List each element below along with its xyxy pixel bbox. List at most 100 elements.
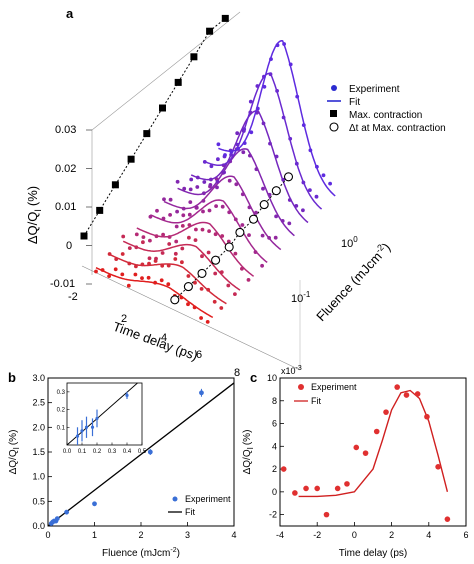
- experiment-point: [403, 392, 410, 398]
- experiment-point: [294, 204, 299, 208]
- y-tick-label: 0.0: [32, 521, 45, 531]
- experiment-point: [193, 238, 198, 243]
- x-tick-label: 0: [352, 530, 357, 540]
- experiment-point: [147, 449, 153, 455]
- legend-label: Max. contraction: [349, 110, 422, 121]
- experiment-point: [280, 219, 285, 223]
- experiment-point: [114, 257, 119, 261]
- experiment-point: [267, 236, 271, 240]
- back-grid: [86, 129, 92, 285]
- experiment-point: [215, 185, 219, 190]
- experiment-point: [199, 287, 204, 291]
- y-tick-label: 1.5: [32, 447, 45, 457]
- experiment-point: [288, 136, 293, 141]
- max-contraction-point: [127, 155, 135, 163]
- y-axis: 0.03 0.02 0.01 0 -0.01: [50, 124, 76, 290]
- panel-c: c -4 -2 0 2 4 6 -2 0 2 4 6 8 10 x10-3 ΔQ/QI(%) Time …: [242, 365, 469, 559]
- experiment-point: [233, 217, 238, 222]
- delta-t-point: [283, 172, 294, 182]
- experiment-point: [205, 320, 210, 324]
- experiment-point: [234, 182, 239, 187]
- experiment-point: [167, 242, 172, 246]
- experiment-point: [180, 260, 184, 265]
- x-axis-label: Time delay (ps): [339, 548, 408, 559]
- experiment-point: [220, 234, 225, 238]
- axis-multiplier: x10-3: [281, 365, 302, 376]
- inset-y-tick-label: 0.1: [57, 425, 66, 431]
- experiment-point: [195, 185, 200, 189]
- experiment-point: [188, 200, 193, 205]
- experiment-point: [242, 127, 247, 132]
- experiment-point: [334, 485, 341, 492]
- experiment-point: [254, 167, 259, 172]
- experiment-point: [275, 43, 280, 48]
- experiment-point: [274, 154, 279, 159]
- experiment-point: [188, 187, 193, 192]
- y-tick-label: 0: [272, 487, 277, 497]
- x-tick-label: 2: [121, 313, 127, 325]
- experiment-point: [227, 178, 232, 183]
- experiment-point: [160, 263, 165, 268]
- legend-label: Experiment: [311, 382, 357, 392]
- experiment-point: [219, 306, 224, 310]
- x-tick-label: 3: [185, 530, 190, 540]
- experiment-point: [273, 235, 278, 240]
- fit-curve: [177, 148, 295, 237]
- experiment-point: [444, 516, 451, 522]
- experiment-point: [133, 272, 138, 277]
- experiment-point: [148, 238, 152, 243]
- experiment-point: [344, 481, 350, 487]
- inset-x-tick-label: 0.3: [108, 449, 117, 455]
- legend-label: Δt at Max. contraction: [349, 123, 446, 134]
- experiment-point: [229, 149, 234, 154]
- experiment-point: [223, 153, 227, 157]
- experiment-point: [301, 123, 306, 127]
- y-tick-label: 3.0: [32, 373, 45, 383]
- back-wall-edge: [91, 11, 241, 131]
- y-tick-label: 2: [272, 464, 277, 474]
- experiment-point: [301, 208, 305, 213]
- y-tick-label: 0: [66, 240, 72, 252]
- fit-line: [47, 382, 235, 527]
- x-tick-label: -2: [68, 291, 78, 303]
- experiment-point: [202, 180, 207, 184]
- experiment-point: [414, 391, 421, 397]
- inset-x-tick-label: 0.5: [138, 449, 147, 455]
- experiment-point: [216, 157, 220, 162]
- experiment-point: [174, 224, 179, 229]
- legend: Experiment Fit Max. contraction Δt at Ma…: [327, 84, 446, 134]
- experiment-point: [202, 191, 206, 196]
- experiment-point: [246, 278, 251, 282]
- experiment-point: [166, 282, 171, 287]
- x-axis: -2 2 4 6 8: [68, 291, 240, 379]
- experiment-point: [321, 173, 326, 178]
- experiment-point: [193, 280, 197, 285]
- experiment-point: [159, 278, 164, 283]
- experiment-point: [113, 267, 118, 272]
- experiment-point: [314, 485, 321, 492]
- experiment-point: [261, 121, 266, 126]
- main-data: [280, 384, 451, 522]
- z-axis-label: Fluence (mJcm-2): [312, 239, 393, 324]
- experiment-point: [254, 210, 258, 215]
- experiment-point: [200, 227, 205, 232]
- x-tick-label: 2: [389, 530, 394, 540]
- inset-y-tick-label: 0.3: [57, 390, 66, 396]
- z-tick-label: 100: [341, 235, 358, 250]
- max-contraction-series: [80, 14, 294, 305]
- delta-t-line: [174, 176, 289, 301]
- experiment-point: [292, 490, 298, 496]
- inset-frame: [66, 382, 143, 446]
- experiment-point: [242, 141, 247, 146]
- max-contraction-point: [190, 53, 198, 61]
- experiment-point: [240, 223, 245, 227]
- experiment-point: [206, 287, 211, 292]
- experiment-point: [249, 130, 254, 135]
- experiment-point: [141, 240, 145, 245]
- max-contraction-point: [159, 104, 166, 112]
- experiment-point: [287, 198, 292, 202]
- legend-label: Fit: [185, 507, 195, 517]
- experiment-point: [315, 164, 319, 169]
- experiment-point: [353, 444, 360, 451]
